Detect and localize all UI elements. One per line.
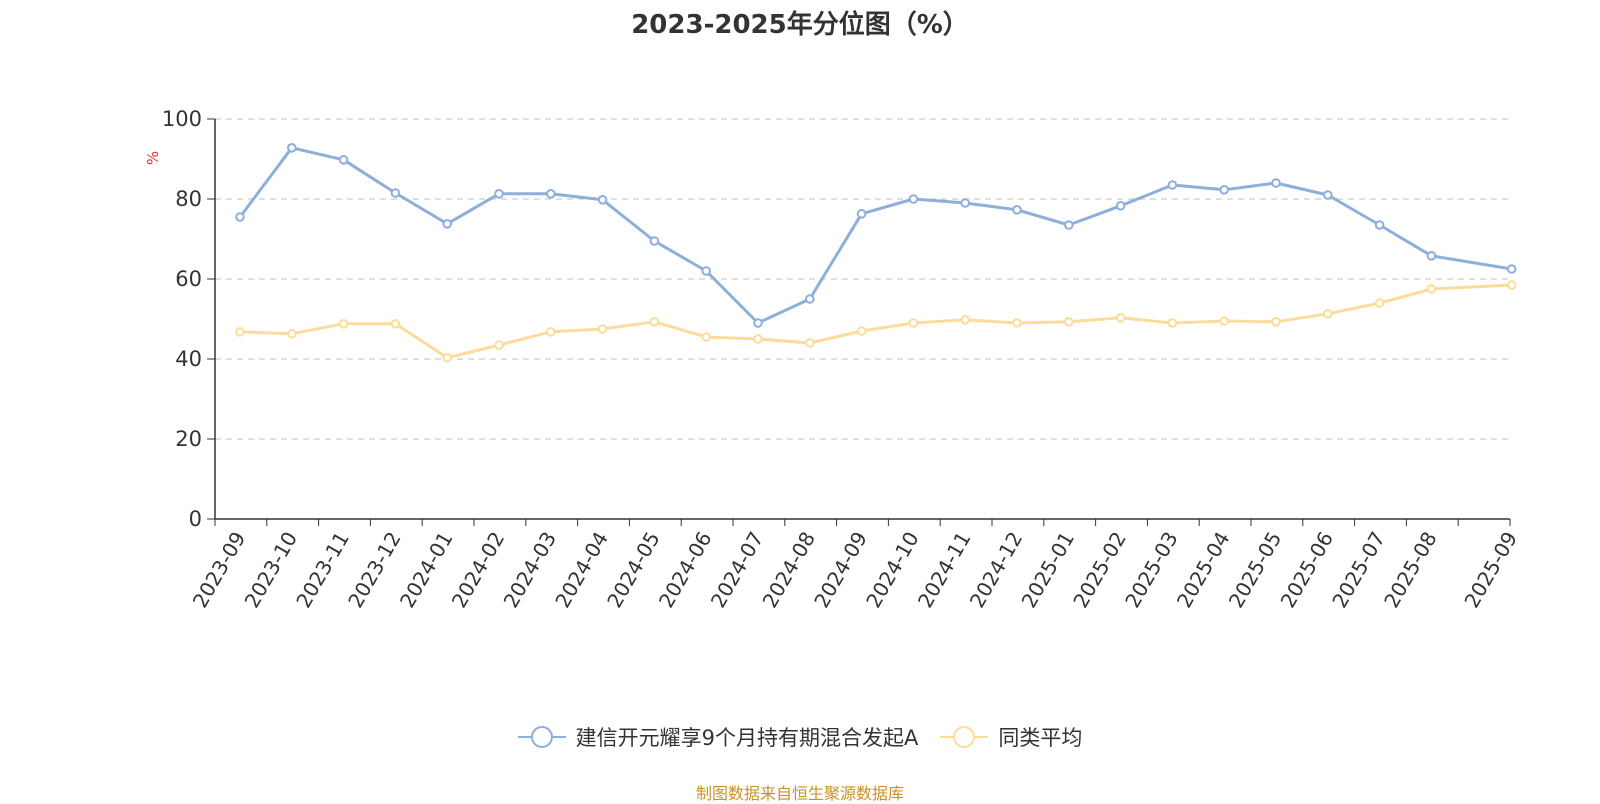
data-point-1[interactable] bbox=[1506, 280, 1517, 290]
data-point-1[interactable] bbox=[856, 326, 867, 336]
data-point-0[interactable] bbox=[1323, 190, 1333, 200]
legend-label-fund: 建信开元耀享9个月持有期混合发起A bbox=[575, 726, 919, 750]
data-point-0[interactable] bbox=[649, 236, 660, 246]
legend-label-peer-average: 同类平均 bbox=[998, 726, 1083, 750]
data-point-0[interactable] bbox=[960, 198, 971, 208]
data-point-1[interactable] bbox=[1271, 317, 1281, 327]
y-tick-label: 20 bbox=[175, 427, 202, 451]
data-point-0[interactable] bbox=[1115, 201, 1126, 211]
data-point-0[interactable] bbox=[1506, 264, 1517, 274]
legend-item-peer-average[interactable]: 同类平均 bbox=[940, 722, 1082, 752]
data-point-0[interactable] bbox=[235, 212, 245, 222]
data-point-1[interactable] bbox=[235, 327, 245, 337]
data-point-1[interactable] bbox=[1426, 284, 1437, 294]
data-point-0[interactable] bbox=[753, 318, 763, 328]
data-point-1[interactable] bbox=[1374, 298, 1385, 308]
data-point-1[interactable] bbox=[1167, 318, 1178, 328]
data-point-0[interactable] bbox=[546, 189, 556, 199]
data-point-1[interactable] bbox=[1115, 313, 1126, 323]
series-line-0 bbox=[238, 146, 1514, 325]
data-point-1[interactable] bbox=[701, 332, 712, 342]
y-tick-label: 40 bbox=[175, 347, 202, 371]
data-point-0[interactable] bbox=[1426, 251, 1437, 261]
data-point-1[interactable] bbox=[805, 338, 815, 348]
data-point-1[interactable] bbox=[338, 319, 349, 329]
y-tick-label: 80 bbox=[175, 187, 202, 211]
data-point-1[interactable] bbox=[442, 353, 453, 363]
data-point-0[interactable] bbox=[338, 155, 349, 165]
data-point-1[interactable] bbox=[908, 318, 919, 328]
y-tick-label: 60 bbox=[175, 267, 202, 291]
data-point-1[interactable] bbox=[1064, 317, 1074, 327]
data-point-0[interactable] bbox=[856, 209, 867, 219]
legend: 建信开元耀享9个月持有期混合发起A 同类平均 bbox=[0, 722, 1600, 752]
series-layer bbox=[235, 143, 1517, 363]
data-point-0[interactable] bbox=[1271, 178, 1281, 188]
x-tick-label: 2025-09 bbox=[1459, 528, 1522, 612]
data-point-0[interactable] bbox=[390, 188, 401, 198]
data-point-1[interactable] bbox=[960, 315, 971, 325]
chart-title: 2023-2025年分位图（%） bbox=[631, 10, 969, 40]
data-point-0[interactable] bbox=[908, 194, 919, 204]
data-point-0[interactable] bbox=[287, 143, 297, 153]
source-note: 制图数据来自恒生聚源数据库 bbox=[695, 784, 904, 803]
data-point-1[interactable] bbox=[753, 334, 763, 344]
y-axis-label: % bbox=[144, 151, 162, 165]
data-point-1[interactable] bbox=[494, 340, 504, 350]
data-point-1[interactable] bbox=[1323, 309, 1333, 319]
data-point-1[interactable] bbox=[649, 317, 660, 327]
data-point-1[interactable] bbox=[390, 319, 401, 329]
data-point-0[interactable] bbox=[597, 195, 608, 205]
data-point-0[interactable] bbox=[1167, 180, 1178, 190]
data-point-1[interactable] bbox=[546, 327, 556, 337]
data-point-0[interactable] bbox=[442, 219, 453, 229]
y-tick-label: 100 bbox=[162, 107, 202, 131]
data-point-1[interactable] bbox=[1219, 316, 1229, 326]
legend-item-fund[interactable]: 建信开元耀享9个月持有期混合发起A bbox=[517, 722, 919, 752]
legend-marker-fund-icon bbox=[517, 726, 566, 748]
legend-marker-peer-icon bbox=[940, 726, 989, 748]
gridlines bbox=[215, 118, 1510, 440]
data-point-1[interactable] bbox=[1012, 318, 1022, 328]
data-point-0[interactable] bbox=[1219, 185, 1229, 195]
data-point-0[interactable] bbox=[1012, 205, 1022, 215]
data-point-0[interactable] bbox=[494, 189, 504, 199]
y-tick-label: 0 bbox=[189, 507, 202, 531]
series-line-1 bbox=[238, 283, 1514, 360]
data-point-0[interactable] bbox=[1374, 220, 1385, 230]
data-point-0[interactable] bbox=[1064, 220, 1074, 230]
data-point-0[interactable] bbox=[805, 294, 815, 304]
data-point-1[interactable] bbox=[287, 329, 297, 339]
data-point-1[interactable] bbox=[597, 324, 608, 334]
data-point-0[interactable] bbox=[701, 266, 712, 276]
